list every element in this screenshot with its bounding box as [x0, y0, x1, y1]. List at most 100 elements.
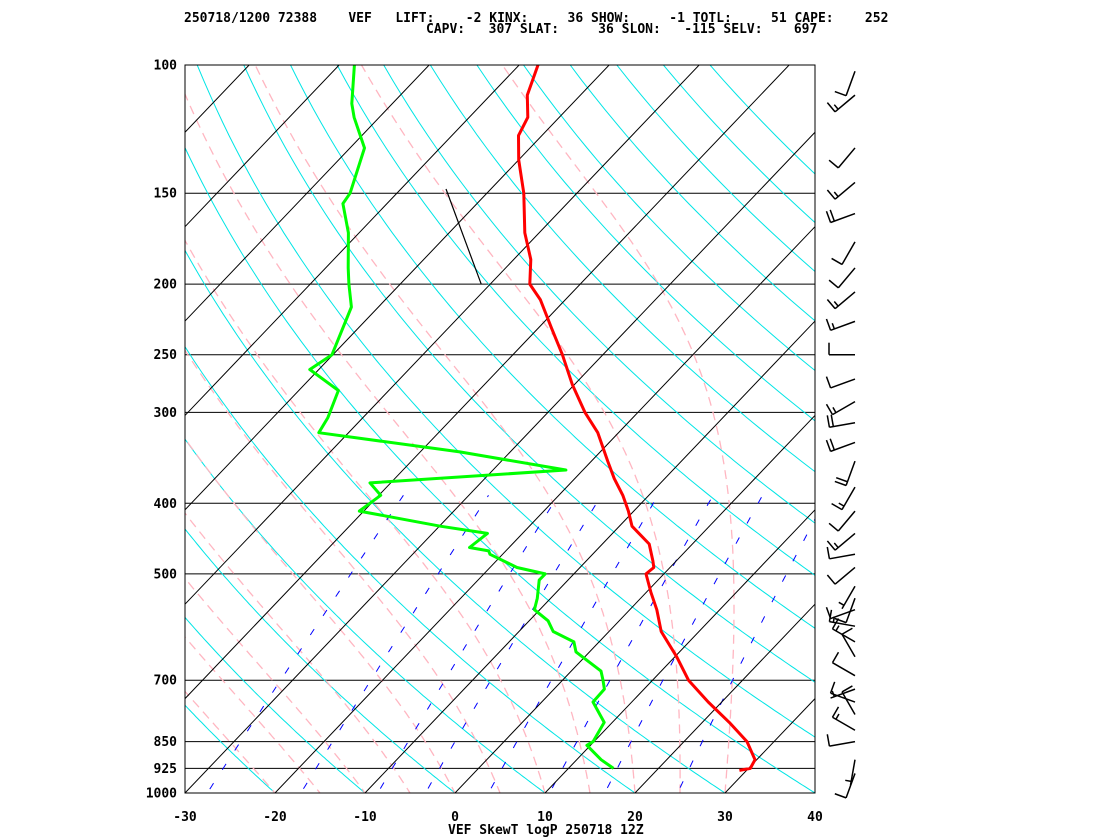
dry-adiabat — [336, 65, 815, 576]
pressure-tick-label: 300 — [154, 406, 178, 421]
isotherm-line — [0, 49, 175, 809]
isotherm-line — [544, 509, 815, 793]
wind-barb-flag — [834, 90, 847, 97]
wind-barb — [845, 759, 856, 786]
wind-barb-flag — [826, 415, 831, 428]
wind-barb — [826, 414, 856, 428]
wind-barb-shaft — [832, 716, 856, 731]
wind-barb-shaft — [841, 691, 856, 715]
wind-barb — [825, 438, 856, 453]
temperature-tick-label: -10 — [353, 810, 377, 825]
wind-barb-flag — [841, 685, 853, 693]
dry-adiabat — [185, 438, 546, 793]
wind-barb-flag — [829, 209, 836, 222]
wind-barb — [826, 532, 856, 551]
isotherm-line — [185, 131, 815, 793]
pressure-tick-labels: 100 150 200 250 300 400 500 700 850 925 1000 — [146, 59, 177, 802]
wind-barb-flag — [831, 706, 840, 718]
dry-adiabat — [185, 704, 276, 793]
mixing-ratio-line — [300, 495, 489, 793]
wind-barb — [834, 71, 856, 97]
dry-adiabat — [383, 65, 815, 524]
dry-adiabats — [185, 65, 815, 793]
wind-barb — [826, 291, 856, 310]
wind-barb — [825, 376, 856, 389]
mixing-ratio-line — [377, 495, 559, 793]
wind-barb — [826, 546, 856, 560]
wind-barb-shaft — [845, 71, 856, 96]
wind-barb-half-flag — [832, 407, 837, 414]
wind-barb — [831, 706, 856, 731]
dry-adiabat — [289, 65, 815, 629]
wind-barb — [826, 734, 856, 747]
wind-barb-half-flag — [835, 713, 840, 720]
pressure-tick-label: 150 — [154, 187, 178, 202]
temperature-tick-label: 10 — [537, 810, 553, 825]
isotherm-lines — [0, 49, 815, 809]
wind-barb-shaft — [832, 628, 856, 643]
wind-barb — [831, 241, 856, 266]
temperature-tick-label: 0 — [451, 810, 459, 825]
wind-barb-shaft — [841, 633, 856, 658]
dry-adiabat — [185, 616, 366, 793]
mixing-ratio-line — [424, 495, 602, 793]
wind-barb-flag — [828, 279, 839, 289]
wind-barb — [834, 773, 856, 799]
wind-barb-flag — [834, 617, 847, 624]
wind-barb-half-flag — [833, 542, 839, 549]
wind-barb-flag — [826, 734, 831, 747]
dry-adiabat — [662, 65, 815, 224]
moist-adiabat — [360, 65, 681, 793]
wind-barb-shaft — [841, 241, 856, 265]
wind-barb-flag — [834, 793, 847, 799]
isotherm-line — [185, 65, 250, 134]
wind-barb-shaft — [830, 692, 856, 703]
temperature-tick-label: 30 — [717, 810, 733, 825]
wind-barb-flag — [829, 681, 836, 694]
dry-adiabat — [185, 249, 726, 793]
pressure-tick-label: 925 — [154, 762, 177, 777]
wind-barb-half-flag — [845, 779, 852, 783]
wind-barb-shaft — [832, 662, 856, 677]
wind-barb-shaft — [849, 759, 856, 786]
isotherm-line — [185, 65, 610, 511]
wind-barb — [829, 681, 856, 703]
wind-barb-shaft — [830, 688, 856, 699]
plot-frame — [184, 64, 816, 794]
pressure-tick-label: 200 — [154, 278, 178, 293]
dewpoint-trace — [308, 65, 615, 770]
dry-adiabat — [616, 65, 815, 273]
temperature-line — [517, 65, 757, 772]
temperature-tick-label: -20 — [263, 810, 287, 825]
wind-barb-flag — [825, 376, 832, 389]
wind-barb — [828, 147, 856, 169]
mixing-ratio-line — [487, 495, 659, 793]
wind-barb-shaft — [829, 620, 856, 627]
wind-barb — [825, 318, 856, 331]
wind-barb-flag — [828, 609, 833, 622]
wind-barb-flag — [831, 502, 843, 511]
isotherm-line — [274, 225, 815, 793]
wind-barb-flag — [841, 627, 853, 635]
wind-barb-shaft — [837, 147, 856, 169]
wind-barb-flag — [828, 159, 839, 169]
dry-adiabat — [185, 528, 456, 793]
pressure-tick-label: 400 — [154, 497, 178, 512]
wind-barb-flag — [831, 651, 840, 664]
dry-adiabat — [522, 65, 815, 372]
wind-barb-half-flag — [833, 191, 839, 198]
moist-adiabat — [185, 349, 501, 793]
wind-barb-flag — [826, 546, 831, 559]
moist-adiabat — [185, 239, 546, 793]
temperature-tick-label: 40 — [807, 810, 823, 825]
moist-adiabat — [185, 577, 366, 793]
wind-barb-shaft — [830, 608, 856, 620]
isotherm-line — [814, 792, 815, 793]
wind-barb-shaft — [829, 421, 856, 428]
wind-barb-flag — [828, 522, 839, 532]
wind-barb-flag — [831, 257, 843, 266]
wind-barb — [825, 209, 856, 224]
wind-barb-shaft — [830, 378, 856, 389]
wind-barb-half-flag — [833, 104, 839, 110]
